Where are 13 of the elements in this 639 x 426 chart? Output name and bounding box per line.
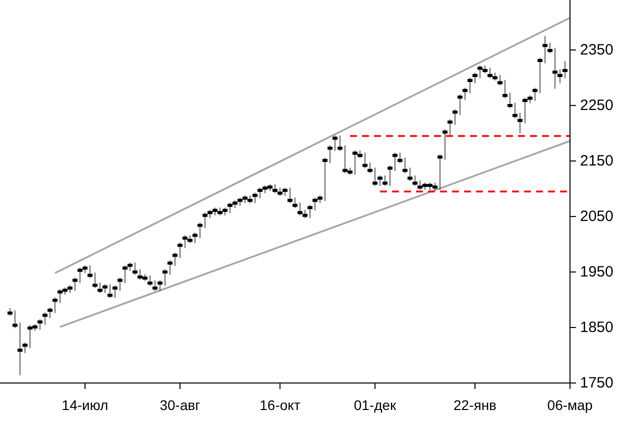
y-tick-label: 1750 <box>580 374 614 392</box>
x-tick-label: 14-июл <box>62 397 108 413</box>
y-tick-label: 1850 <box>580 318 614 336</box>
y-tick-label: 2250 <box>580 96 614 114</box>
x-tick-label: 06-мар <box>547 397 593 413</box>
x-tick-label: 22-янв <box>454 397 496 413</box>
y-tick-label: 2350 <box>580 41 614 58</box>
x-tick-label: 30-авг <box>160 397 200 413</box>
y-tick-label: 2150 <box>580 152 614 170</box>
y-tick-label: 1950 <box>580 263 614 280</box>
x-tick-label: 16-окт <box>260 397 301 413</box>
x-tick-label: 01-дек <box>354 397 398 413</box>
y-tick-label: 2050 <box>580 208 614 225</box>
